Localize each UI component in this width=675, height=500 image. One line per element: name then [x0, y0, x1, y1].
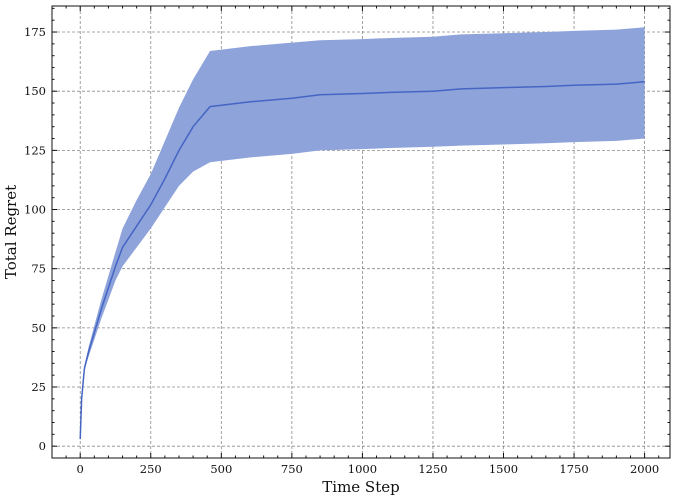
y-tick-label: 125 — [24, 143, 46, 157]
y-tick-label: 100 — [24, 203, 46, 217]
confidence-band — [80, 27, 645, 440]
mean-regret-line — [79, 80, 645, 440]
x-tick-label: 750 — [281, 462, 303, 476]
y-tick-label: 175 — [24, 25, 46, 39]
y-axis-label: Total Regret — [2, 185, 20, 279]
y-tick-label: 0 — [39, 439, 46, 453]
x-tick-label: 500 — [210, 462, 232, 476]
y-tick-label: 150 — [24, 84, 46, 98]
y-tick-label: 50 — [31, 321, 46, 335]
x-tick-label: 1000 — [348, 462, 377, 476]
confidence-band-layer — [80, 27, 645, 440]
x-tick-label: 1250 — [418, 462, 447, 476]
y-tick-label: 75 — [31, 262, 46, 276]
x-axis-label: Time Step — [322, 478, 399, 496]
mean-line-layer — [79, 80, 645, 440]
plot-frame — [51, 5, 671, 459]
x-tick-label: 1750 — [559, 462, 588, 476]
ticks: 0 250 500 750 1000 1250 1500 1750 2000 0 25 50 75 100… — [24, 6, 670, 476]
x-tick-label: 2000 — [630, 462, 659, 476]
x-tick-label: 0 — [77, 462, 84, 476]
x-tick-label: 1500 — [489, 462, 518, 476]
x-tick-label: 250 — [140, 462, 162, 476]
y-tick-label: 25 — [31, 380, 46, 394]
